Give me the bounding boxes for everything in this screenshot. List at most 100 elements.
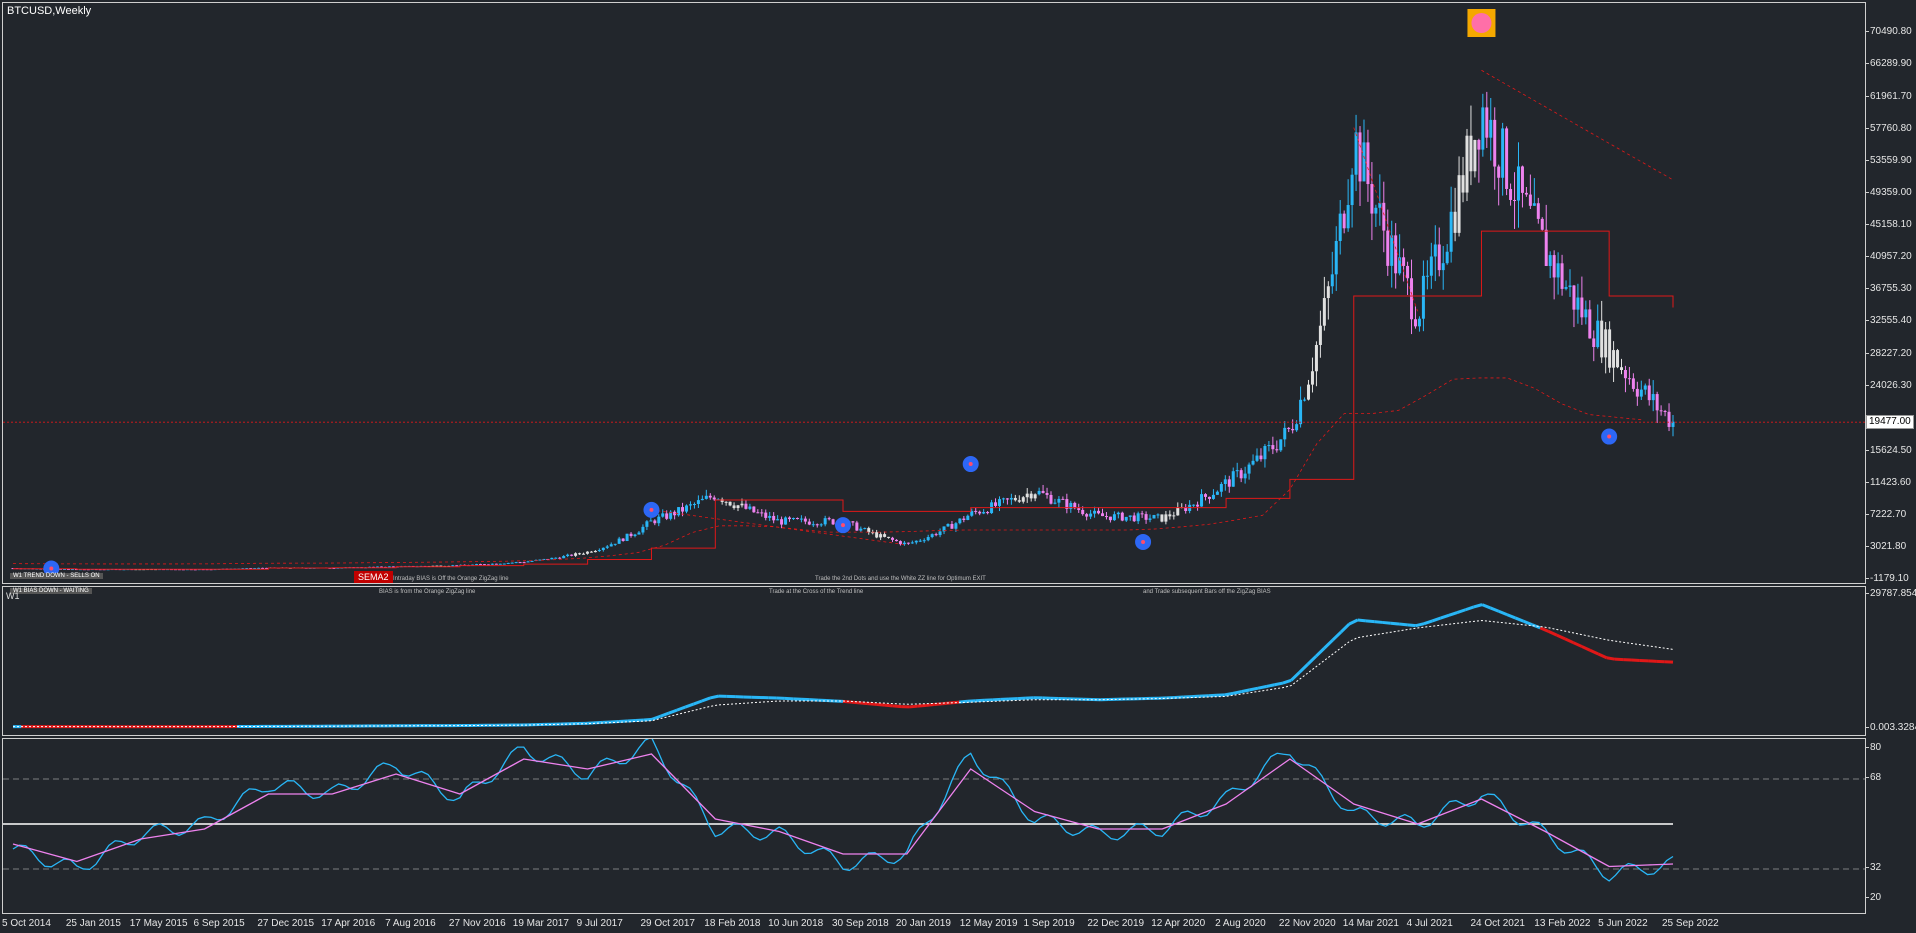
candle-body <box>1033 494 1037 499</box>
candle-body <box>558 557 562 559</box>
candle-body <box>510 562 514 564</box>
candle-body <box>1338 213 1342 241</box>
oscillator-tick-label: 68 <box>1864 772 1882 783</box>
candle-body <box>486 564 490 566</box>
candle-body <box>1013 497 1017 501</box>
candle-body <box>518 562 522 564</box>
candle-body <box>994 502 998 506</box>
price-tick-label: 15624.50 <box>1865 444 1912 456</box>
bias-indicator-pane[interactable]: W1 BIAS DOWN - WAITING BIAS is from the … <box>2 586 1866 736</box>
candle-body <box>1005 498 1009 500</box>
candle-body <box>803 518 807 522</box>
candle-body <box>772 515 776 521</box>
bias-signal-line <box>12 620 1674 728</box>
candle-body <box>760 512 764 514</box>
bias-note-left: BIAS is from the Orange ZigZag line <box>379 589 476 595</box>
candle-body <box>1112 514 1116 521</box>
candle-body <box>1445 251 1449 264</box>
candle-body <box>1100 513 1104 517</box>
candle-body <box>1584 309 1588 318</box>
candle-body <box>1200 494 1204 507</box>
candle-body <box>1243 473 1247 479</box>
candle-body <box>1211 494 1215 499</box>
price-tick-label: 3021.80 <box>1864 540 1907 552</box>
candle-body <box>1608 329 1612 368</box>
candle-body <box>1322 298 1326 326</box>
candle-body <box>526 561 530 563</box>
candle-body <box>86 569 90 571</box>
candle-body <box>1267 445 1271 447</box>
candle-body <box>704 495 708 499</box>
candle-body <box>1168 514 1172 517</box>
time-axis-label: 27 Dec 2015 <box>257 918 315 929</box>
candle-body <box>490 563 494 565</box>
candle-body <box>1497 166 1501 178</box>
bias-line-segment <box>1473 603 1483 609</box>
candle-body <box>522 562 526 564</box>
candle-body <box>245 568 249 570</box>
candle-body <box>875 532 879 538</box>
candle-body <box>724 501 728 503</box>
bias-line-segment <box>1556 633 1566 641</box>
candle-body <box>1659 410 1663 412</box>
candle-body <box>1223 479 1227 484</box>
candle-body <box>1045 492 1049 495</box>
candle-body <box>122 569 126 571</box>
price-tick-label: 70490.80 <box>1865 25 1912 37</box>
candle-body <box>712 497 716 500</box>
candle-body <box>566 554 570 557</box>
candle-body <box>261 567 265 569</box>
candle-body <box>688 504 692 506</box>
oscillator-slow-line <box>12 753 1674 868</box>
bias-line-segment <box>1282 678 1292 685</box>
candle-body <box>1453 211 1457 233</box>
bias-line-segment <box>892 704 902 709</box>
candle-body <box>1520 166 1524 193</box>
time-axis-label: 20 Jan 2019 <box>895 918 951 929</box>
price-chart-svg[interactable] <box>3 3 1866 584</box>
oscillator-axis[interactable]: 80 68 32 20 <box>1864 738 1916 914</box>
bias-indicator-svg[interactable] <box>3 587 1866 736</box>
time-axis-label: 30 Sep 2018 <box>832 918 889 929</box>
candle-body <box>887 536 891 538</box>
bias-axis[interactable]: 29787.854 0.003.3284 <box>1864 586 1916 736</box>
candle-body <box>859 528 863 531</box>
candle-body <box>1386 230 1390 266</box>
bias-line-segment <box>1589 648 1599 656</box>
bias-line-segment <box>1481 603 1491 610</box>
bias-line-segment <box>884 703 893 708</box>
candle-body <box>728 501 732 506</box>
time-axis-label: 12 May 2019 <box>959 918 1018 929</box>
oscillator-pane[interactable] <box>2 738 1866 914</box>
candle-body <box>795 518 799 520</box>
candle-body <box>653 520 657 524</box>
candle-body <box>593 550 597 553</box>
bias-line-segment <box>1440 613 1450 620</box>
candle-body <box>1053 502 1057 504</box>
time-axis[interactable]: 5 Oct 2014 25 Jan 2015 17 May 2015 6 Sep 20… <box>0 914 1866 933</box>
candle-body <box>387 566 391 568</box>
bias-line-segment <box>1357 618 1367 623</box>
price-chart-pane[interactable]: BTCUSD,Weekly W1 TREND DOWN - SELLS ON S… <box>2 2 1866 584</box>
candle-body <box>1196 504 1200 507</box>
oscillator-svg[interactable] <box>3 739 1866 914</box>
time-axis-label: 22 Dec 2019 <box>1087 918 1145 929</box>
candle-body <box>1334 240 1338 275</box>
candle-body <box>1299 399 1303 425</box>
candle-body <box>1128 515 1132 517</box>
candle-body <box>633 534 637 537</box>
candle-body <box>1144 514 1148 520</box>
candle-body <box>954 523 958 529</box>
candle-body <box>475 564 479 566</box>
bias-line-segment <box>1274 681 1284 687</box>
candle-body <box>1263 446 1267 460</box>
candle-body <box>1378 202 1382 208</box>
candle-body <box>451 565 455 567</box>
zigzag-line <box>1353 127 1418 312</box>
candle-body <box>1184 506 1188 511</box>
candle-body <box>950 523 954 529</box>
price-axis[interactable]: 70490.80 66289.90 61961.70 57760.80 53559.90… <box>1864 2 1916 584</box>
bias-line-segment <box>1241 688 1251 694</box>
signal-dot <box>841 523 845 528</box>
bias-line-segment <box>1257 685 1267 690</box>
